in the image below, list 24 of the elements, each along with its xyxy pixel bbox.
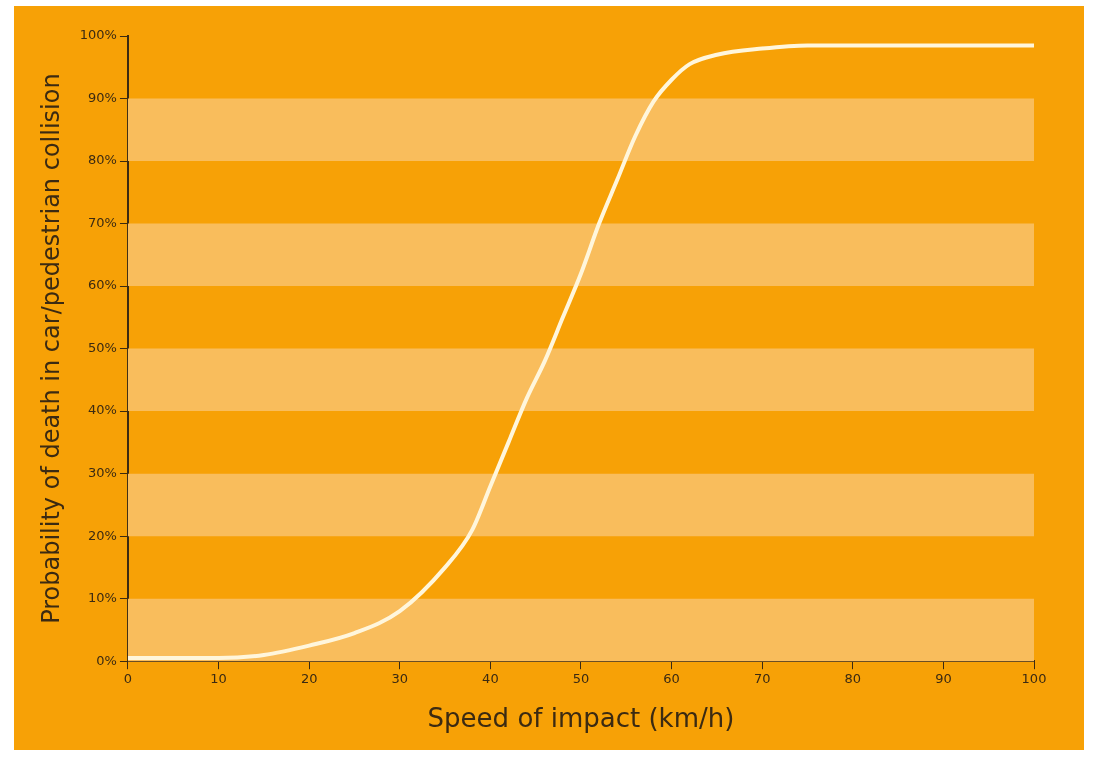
x-tick-label: 50 [572, 671, 590, 687]
y-tick-label: 80% [88, 152, 117, 168]
y-tick-label: 0% [96, 652, 117, 668]
y-tick-label: 30% [88, 465, 117, 481]
x-tick-label: 10 [210, 671, 227, 687]
x-tick-label: 20 [300, 671, 318, 687]
x-tick-label: 60 [663, 671, 680, 687]
x-tick-label: 100 [1021, 671, 1047, 687]
x-tick-label: 0 [123, 671, 133, 687]
y-tick-label: 60% [88, 277, 117, 293]
y-tick-label: 40% [88, 402, 117, 418]
x-tick-label: 40 [482, 671, 499, 687]
y-tick-label: 70% [88, 214, 117, 230]
y-tick-label: 10% [88, 590, 117, 606]
x-axis-title: Speed of impact (km/h) [427, 703, 735, 734]
y-axis-title: Probability of death in car/pedestrian collision [36, 73, 65, 624]
x-tick-label: 30 [391, 671, 409, 687]
y-tick-label: 20% [88, 527, 117, 543]
x-tick-label: 80 [844, 671, 862, 687]
x-tick-label: 70 [753, 671, 771, 687]
y-tick-label: 100% [79, 27, 117, 43]
y-tick-label: 50% [88, 339, 117, 355]
x-tick-label: 90 [935, 671, 952, 687]
y-tick-label: 90% [88, 89, 117, 105]
